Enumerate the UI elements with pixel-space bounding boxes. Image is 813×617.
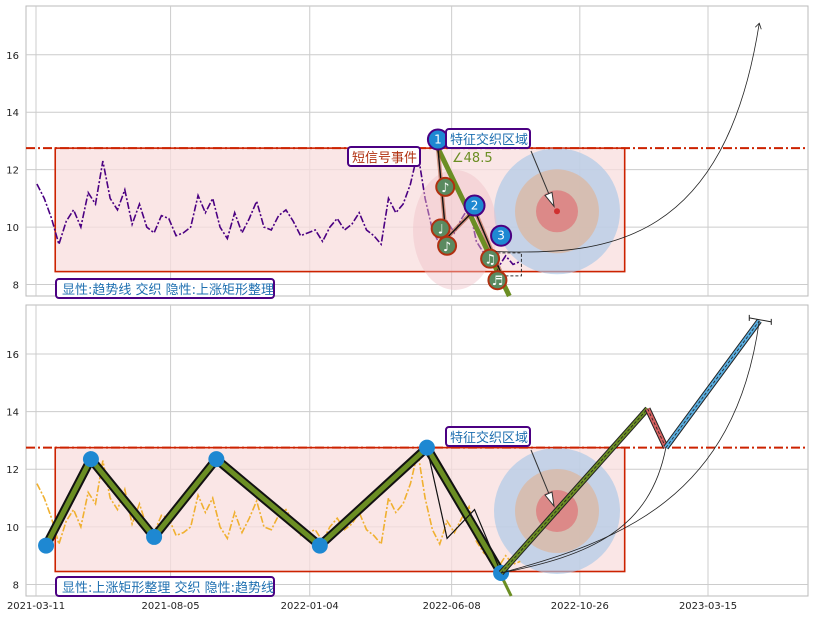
bottom-curve-upper [500, 320, 760, 574]
short-signal-label: 短信号事件 [347, 146, 421, 167]
pivot-dot [208, 451, 225, 468]
short-signal-text: 短信号事件 [352, 151, 417, 166]
bottom-y-tick-labels: 8 10 12 14 16 [6, 350, 19, 591]
x-tick-label: 2021-03-11 [7, 601, 65, 612]
bottom-legend-box [55, 576, 275, 597]
top-y-tick-label: 16 [6, 51, 19, 62]
pivot-dot [418, 439, 435, 456]
numbered-marker [490, 224, 513, 247]
top-feature-zone-text: 特征交织区域 [450, 132, 528, 148]
top-plot-content: ♪ ♩ ♪ ♫ ♬ 1 2 3 [26, 22, 808, 298]
numbered-marker-label: 3 [497, 229, 505, 243]
bottom-y-tick-label: 14 [6, 408, 19, 419]
bottom-grid [26, 305, 808, 596]
top-projection-curve [495, 23, 760, 253]
bottom-feature-zone-box [445, 426, 531, 447]
pivot-dot [311, 537, 328, 554]
numbered-marker-label: 1 [434, 133, 442, 147]
top-price-series [36, 152, 521, 269]
x-tick-labels: 2021-03-11 2021-08-05 2022-01-04 2022-06-08… [7, 601, 737, 612]
pivot-dot [146, 528, 163, 545]
note-marker [435, 176, 456, 197]
top-y-tick-labels: 8 10 12 14 16 [6, 51, 19, 292]
x-tick-label: 2023-03-15 [679, 601, 737, 612]
bottom-feature-zone-text: 特征交织区域 [450, 430, 528, 446]
top-feature-zone-box [445, 128, 531, 149]
bottom-legend-text: 显性:上涨矩形整理 交织 隐性:趋势线 [62, 580, 274, 596]
note-glyph: ♪ [441, 181, 449, 196]
short-signal-box [347, 146, 421, 167]
note-marker [430, 218, 451, 239]
bottom-zone-pointer-head [544, 491, 555, 508]
top-feature-zone-label: 特征交织区域 [445, 128, 531, 149]
note-glyph: ♫ [484, 253, 496, 268]
bottom-y-tick-label: 10 [6, 523, 19, 534]
bottom-curve-lower [501, 447, 667, 574]
top-legend-label: 显性:趋势线 交织 隐性:上涨矩形整理 [55, 278, 275, 299]
top-y-tick-label: 12 [6, 166, 19, 177]
note-marker [480, 248, 501, 269]
top-legend-text: 显性:趋势线 交织 隐性:上涨矩形整理 [62, 282, 274, 298]
bottom-plot-content [26, 314, 808, 597]
top-y-tick-label: 10 [6, 223, 19, 234]
bottom-y-tick-label: 12 [6, 465, 19, 476]
bottom-y-tick-label: 16 [6, 350, 19, 361]
bottom-panel: 8 10 12 14 16 显性:上涨矩形整理 交织 隐性:趋势线 特征交织区域 [6, 304, 809, 597]
projection-segment-rise-dash [500, 408, 648, 574]
x-tick-label: 2021-08-05 [142, 601, 200, 612]
top-projection-arrowhead [754, 22, 762, 30]
top-zone-pointer-head [544, 191, 555, 209]
note-marker [487, 270, 508, 291]
bottom-feature-zone-label: 特征交织区域 [445, 426, 531, 447]
bottom-legend-label: 显性:上涨矩形整理 交织 隐性:趋势线 [55, 576, 275, 597]
bottom-y-tick-label: 8 [13, 580, 19, 591]
x-tick-label: 2022-10-26 [551, 601, 609, 612]
note-glyph: ♩ [438, 223, 444, 238]
note-glyph: ♬ [492, 274, 504, 289]
numbered-marker-label: 2 [471, 199, 479, 213]
trend-angle-label: ∠48.5 [452, 151, 493, 166]
x-tick-label: 2022-01-04 [281, 601, 339, 612]
projection-segment-dip-dash [647, 408, 667, 448]
top-y-tick-label: 8 [13, 281, 19, 292]
x-tick-label: 2022-06-08 [423, 601, 481, 612]
target-marker [748, 314, 772, 325]
top-legend-box [55, 278, 275, 299]
bottom-sub-zigzag [426, 447, 502, 574]
numbered-marker [463, 194, 486, 217]
pivot-dot [82, 451, 99, 468]
top-y-tick-label: 14 [6, 108, 19, 119]
pivot-dot [38, 537, 55, 554]
note-glyph: ♪ [443, 240, 451, 255]
projection-segment-target-dash [665, 320, 760, 448]
note-marker [437, 235, 458, 256]
top-zone-center-dot [554, 208, 560, 215]
